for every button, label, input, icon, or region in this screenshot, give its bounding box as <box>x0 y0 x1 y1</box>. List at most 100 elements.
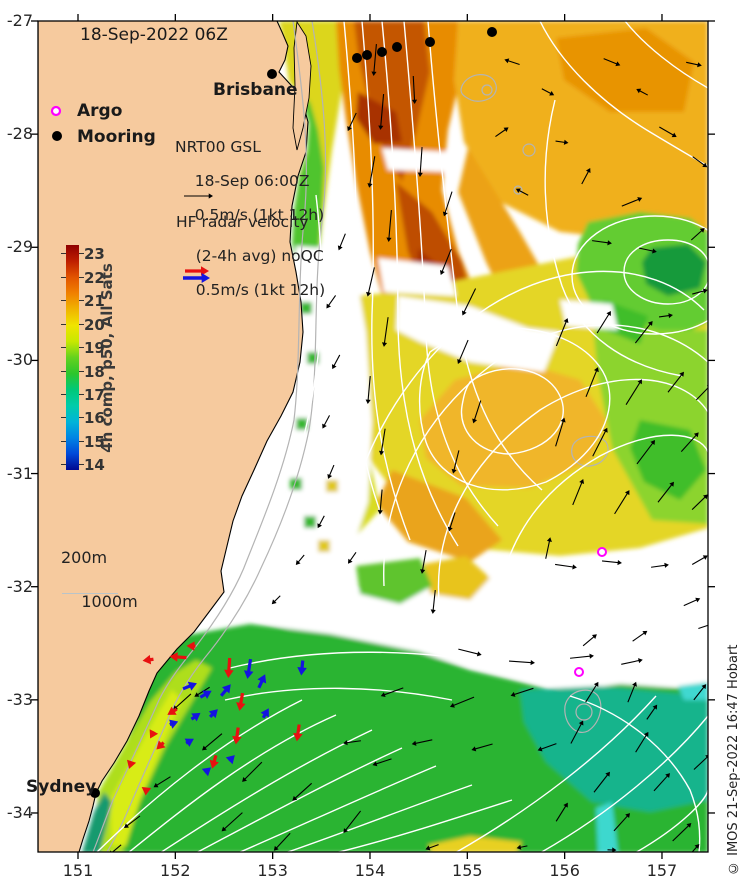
sst-field-layer <box>82 21 708 852</box>
hf-radar-arrow <box>190 712 201 722</box>
velocity-arrow <box>537 743 557 752</box>
velocity-arrow <box>510 687 534 697</box>
velocity-arrow <box>651 562 669 568</box>
sst-region <box>318 540 330 552</box>
velocity-arrow <box>683 597 701 607</box>
hf-radar-arrow <box>209 754 219 769</box>
velocity-arrow <box>698 624 708 629</box>
colorbar-tick-label: 18 <box>84 362 105 381</box>
imos-watermark: © IMOS 21-Sep-2022 16:47 Hobart <box>726 644 741 875</box>
hf-radar-arrow <box>184 738 194 747</box>
sst-region <box>630 420 706 500</box>
colorbar-tick <box>79 253 84 255</box>
hf-radar-arrow <box>182 681 197 691</box>
colorbar-tick <box>61 394 66 395</box>
velocity-arrow <box>327 464 335 479</box>
velocity-arrow <box>380 687 404 698</box>
bathymetry-contour <box>564 689 602 733</box>
colorbar-tick <box>79 300 84 302</box>
hf-radar-arrow <box>260 708 269 719</box>
velocity-arrow <box>570 653 594 659</box>
ssh-contour <box>635 789 708 852</box>
velocity-arrow <box>691 494 708 511</box>
velocity-arrow <box>347 112 357 132</box>
colorbar-tick <box>61 253 66 255</box>
hf-radar-arrow <box>257 674 267 689</box>
sst-region <box>290 478 302 490</box>
ssh-contour <box>455 695 657 852</box>
hf-radar-arrow <box>186 641 196 651</box>
velocity-arrow <box>377 489 383 515</box>
ssh-contour <box>361 21 411 541</box>
velocity-arrow <box>411 75 418 104</box>
velocity-arrow <box>672 822 692 842</box>
hf-radar-arrow <box>167 706 178 715</box>
velocity-arrow <box>693 754 708 770</box>
bathymetry-contour <box>460 74 497 102</box>
velocity-arrow <box>585 681 599 703</box>
velocity-arrow <box>417 146 423 177</box>
colorbar-tick <box>61 347 66 349</box>
colorbar-tick <box>79 394 84 395</box>
argo-marker <box>597 547 607 557</box>
hf-radar-arrow <box>293 724 303 742</box>
hf-radar-arrow <box>201 767 212 777</box>
mooring-marker <box>377 47 387 57</box>
x-tick-label: 152 <box>160 861 191 880</box>
markers-layer <box>90 27 607 798</box>
sst-region <box>296 418 308 430</box>
bathymetry-contour <box>106 21 327 852</box>
sst-colorbar <box>66 245 79 470</box>
velocity-arrow <box>692 156 708 168</box>
ssh-contour <box>96 699 303 852</box>
bathymetry-contour <box>571 435 609 467</box>
hf-radar-arrow <box>297 660 307 676</box>
hf-line1: HF radar velocity <box>176 213 309 231</box>
velocity-arrow <box>365 376 371 404</box>
colorbar-tick-label: 19 <box>84 339 105 358</box>
ssh-contour <box>437 378 708 613</box>
velocity-arrow <box>570 720 584 744</box>
bathymetry-legend: 200m 1000m <box>61 547 138 613</box>
velocity-arrow <box>601 560 622 566</box>
gsl-velocity-arrows-layer <box>109 44 708 852</box>
colorbar-tick-label: 16 <box>84 409 105 428</box>
gsl-annotation: NRT00 GSL 18-Sep 06:00Z 0.5m/s (1kt 12h) <box>175 139 324 224</box>
colorbar-tick-label: 14 <box>84 456 105 475</box>
velocity-arrow <box>295 554 305 565</box>
velocity-arrow <box>621 197 643 207</box>
velocity-arrow <box>457 339 469 364</box>
hf-radar-arrow <box>169 719 179 729</box>
velocity-arrow <box>343 810 362 834</box>
velocity-arrow <box>690 227 705 241</box>
bathy-200m-label: 200m <box>61 548 108 567</box>
velocity-arrow <box>636 440 656 465</box>
velocity-arrow <box>430 590 436 614</box>
colorbar-tick-label: 22 <box>84 268 105 287</box>
velocity-arrow <box>657 481 675 503</box>
y-tick-label: -30 <box>6 350 33 370</box>
hf-radar-arrows-layer <box>126 641 307 796</box>
sst-region <box>382 148 452 172</box>
velocity-arrow <box>124 815 141 829</box>
velocity-arrow <box>292 782 313 801</box>
sst-region <box>678 682 708 700</box>
velocity-arrow <box>367 156 376 188</box>
hf-radar-arrow <box>208 709 218 719</box>
legend-mooring-icon <box>52 131 62 141</box>
velocity-arrow <box>691 844 700 852</box>
hf-radar-arrow <box>169 652 187 662</box>
velocity-arrow <box>337 233 346 251</box>
hf-radar-arrow <box>243 658 254 679</box>
plot-area <box>38 21 708 852</box>
mooring-marker <box>425 37 435 47</box>
velocity-arrow <box>439 248 452 275</box>
colorbar-tick <box>79 440 84 442</box>
hf-radar-arrow <box>225 755 235 765</box>
sst-region <box>82 624 708 852</box>
ssh-contour <box>624 21 708 89</box>
velocity-arrow <box>242 761 263 782</box>
axis-ticks <box>31 14 715 859</box>
x-tick-label: 154 <box>354 861 386 880</box>
